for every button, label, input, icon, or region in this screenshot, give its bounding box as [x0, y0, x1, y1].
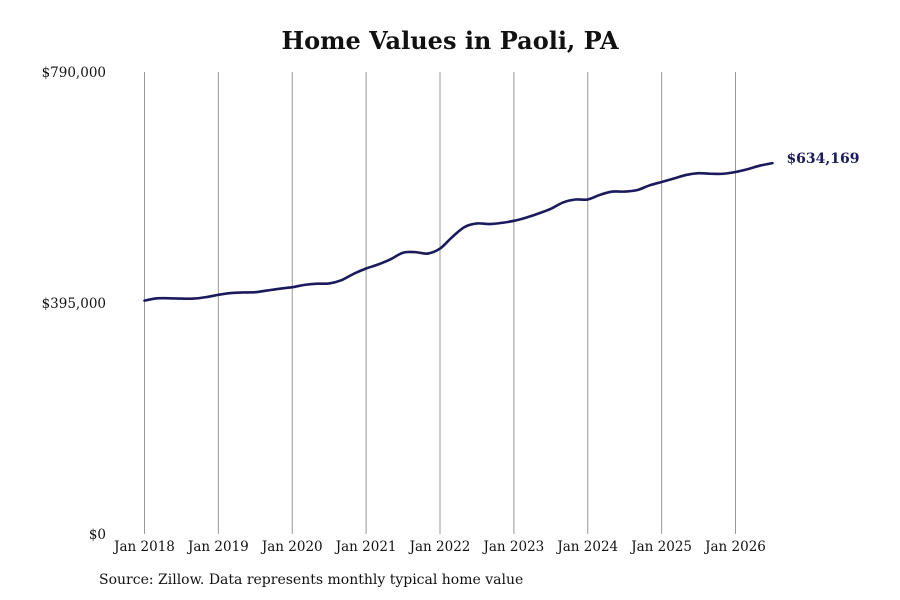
x-tick-label: Jan 2022 — [408, 539, 471, 555]
gridlines — [144, 72, 736, 534]
series-layer — [143, 161, 774, 302]
x-tick-label: Jan 2024 — [555, 539, 618, 555]
x-tick-label: Jan 2021 — [334, 539, 397, 555]
x-tick-label: Jan 2023 — [481, 539, 544, 555]
y-tick-label: $395,000 — [42, 296, 106, 312]
x-tick-label: Jan 2019 — [186, 539, 249, 555]
chart-title: Home Values in Paoli, PA — [281, 26, 619, 55]
x-tick-label: Jan 2025 — [629, 539, 692, 555]
home-value-line — [143, 161, 774, 302]
x-tick-label: Jan 2018 — [112, 539, 175, 555]
end-value-layer: $634,169 — [786, 151, 859, 167]
source-note: Source: Zillow. Data represents monthly … — [99, 572, 524, 588]
x-tick-label: Jan 2020 — [260, 539, 323, 555]
x-axis: Jan 2018 Jan 2019 Jan 2020 Jan 2021 Jan 2022… — [112, 539, 766, 555]
end-value-label: $634,169 — [786, 151, 859, 167]
x-tick-label: Jan 2026 — [703, 539, 766, 555]
y-axis: $0 $395,000 $790,000 — [42, 65, 106, 543]
y-tick-label: $0 — [89, 527, 106, 543]
y-tick-label: $790,000 — [42, 65, 106, 81]
